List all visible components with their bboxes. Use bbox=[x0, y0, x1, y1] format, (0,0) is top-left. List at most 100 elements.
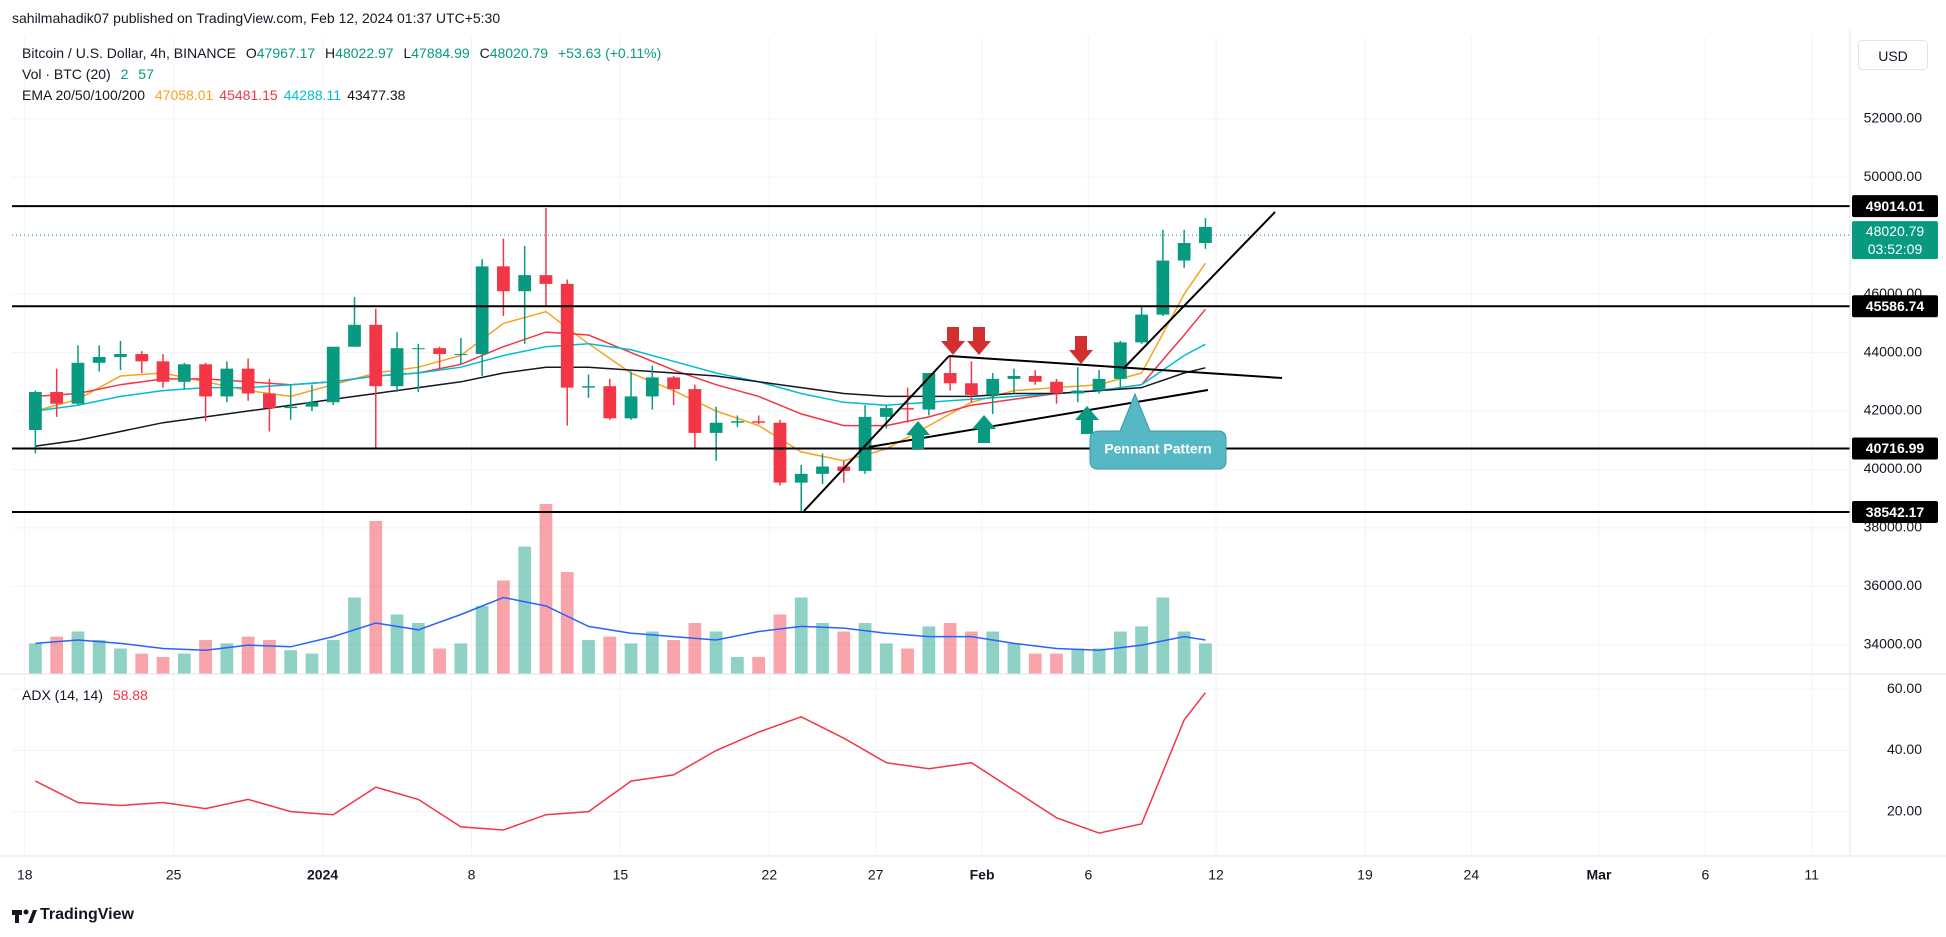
candle-body bbox=[688, 389, 702, 433]
volume-bar bbox=[773, 614, 787, 674]
down-arrow bbox=[967, 327, 991, 355]
volume-bar bbox=[1007, 643, 1021, 674]
x-tick-label: 24 bbox=[1464, 867, 1480, 883]
legend-label: C bbox=[479, 45, 490, 61]
down-arrow bbox=[1069, 336, 1093, 364]
volume-bar bbox=[794, 597, 808, 674]
legend-value: 2 bbox=[120, 66, 129, 82]
volume-bar bbox=[156, 657, 170, 674]
volume-bar bbox=[922, 626, 936, 674]
drawings: Pennant Pattern bbox=[803, 211, 1283, 512]
legend-value: 57 bbox=[138, 66, 154, 82]
candle-body bbox=[794, 473, 808, 483]
candle-body bbox=[92, 356, 106, 363]
symbol: Bitcoin / U.S. Dollar, 4h, BINANCE bbox=[22, 45, 236, 61]
trend-line bbox=[1122, 211, 1276, 370]
candle-body bbox=[816, 466, 829, 474]
legend-label: H bbox=[325, 45, 336, 61]
volume-bar bbox=[71, 631, 85, 674]
legend-value: 48022.97 bbox=[335, 45, 394, 61]
trend-line bbox=[803, 355, 950, 512]
volume-bar bbox=[348, 597, 361, 674]
x-tick-label: 19 bbox=[1357, 867, 1373, 883]
pennant-upper-line bbox=[948, 355, 1283, 379]
level-label: 45586.74 bbox=[1866, 298, 1925, 314]
level-label: 38542.17 bbox=[1866, 504, 1925, 520]
volume-bar bbox=[390, 614, 404, 674]
volume-bar bbox=[1071, 648, 1085, 674]
volume-bar bbox=[731, 657, 744, 674]
volume-bar bbox=[1199, 643, 1212, 674]
legend-value: 48020.79 bbox=[489, 45, 549, 61]
volume-bar bbox=[199, 640, 212, 674]
volume-bar bbox=[1028, 653, 1042, 674]
ema-line bbox=[35, 343, 1206, 412]
legend-value: 47058.01 bbox=[154, 87, 214, 103]
volume-bar bbox=[1177, 631, 1191, 674]
y-tick-label: 34000.00 bbox=[1864, 635, 1923, 651]
volume-bar bbox=[518, 546, 532, 674]
candle-body bbox=[1135, 314, 1148, 343]
volume-bar bbox=[1092, 648, 1106, 674]
x-tick-label: 22 bbox=[762, 867, 778, 883]
volume-bar bbox=[816, 623, 829, 674]
volume-bar bbox=[1050, 653, 1063, 674]
candle-body bbox=[518, 275, 532, 292]
candle-body bbox=[560, 283, 574, 388]
legend-change: +53.63 (+0.11%) bbox=[557, 45, 662, 61]
volume-bar bbox=[943, 623, 957, 674]
candle-body bbox=[1113, 342, 1127, 379]
y-tick-label: 40.00 bbox=[1887, 741, 1922, 757]
logo-part bbox=[28, 910, 37, 923]
x-tick-label: 6 bbox=[1701, 867, 1709, 883]
candle-body bbox=[326, 346, 340, 403]
legend-value: 44288.11 bbox=[283, 87, 342, 103]
volume-bar bbox=[177, 653, 191, 674]
candle-body bbox=[1007, 375, 1021, 379]
ema-line bbox=[35, 308, 1206, 427]
volume-bar bbox=[858, 623, 872, 674]
volume-bar bbox=[1113, 631, 1127, 674]
candle-body bbox=[901, 408, 914, 410]
volume-bar bbox=[326, 640, 340, 674]
ema-line bbox=[35, 366, 1206, 447]
pennant-lower-line bbox=[868, 389, 1209, 448]
legend-value: 45481.15 bbox=[219, 87, 278, 103]
candle-body bbox=[305, 402, 319, 407]
volume-title: Vol · BTC (20) bbox=[22, 66, 111, 82]
x-tick-label: 11 bbox=[1804, 867, 1819, 883]
legend-value: 43477.38 bbox=[347, 87, 406, 103]
candle-body bbox=[220, 368, 234, 397]
level-label-box bbox=[1852, 295, 1938, 318]
candle-body bbox=[582, 386, 595, 388]
publisher-line: sahilmahadik07 published on TradingView.… bbox=[12, 10, 501, 26]
volume-bar bbox=[114, 648, 127, 674]
candle-body bbox=[986, 378, 1000, 395]
x-tick-label: 8 bbox=[468, 867, 476, 883]
y-tick-label: 20.00 bbox=[1887, 802, 1922, 818]
candle-body bbox=[965, 383, 978, 395]
y-tick-label: 60.00 bbox=[1887, 680, 1922, 696]
volume-bar bbox=[965, 631, 978, 674]
up-arrow bbox=[972, 415, 996, 443]
volume-bar bbox=[50, 636, 64, 674]
candle-body bbox=[369, 324, 383, 387]
candle-body bbox=[773, 422, 787, 483]
legend-value: 58.88 bbox=[112, 687, 148, 703]
volume-bar bbox=[582, 640, 595, 674]
candle-body bbox=[1071, 390, 1085, 394]
candle-body bbox=[135, 354, 149, 362]
currency-button[interactable]: USD bbox=[1858, 40, 1928, 70]
candle-body bbox=[879, 408, 893, 417]
up-arrow bbox=[1075, 406, 1099, 434]
candle-body bbox=[1092, 378, 1106, 391]
legend-label: L bbox=[403, 45, 412, 61]
level-label-box bbox=[1852, 437, 1938, 460]
x-tick-label: Mar bbox=[1587, 867, 1612, 883]
volume-bar bbox=[454, 643, 468, 674]
volume-bar bbox=[220, 643, 234, 674]
volume-bar bbox=[305, 653, 319, 674]
candle-body bbox=[177, 364, 191, 382]
volume-bar bbox=[837, 631, 851, 674]
